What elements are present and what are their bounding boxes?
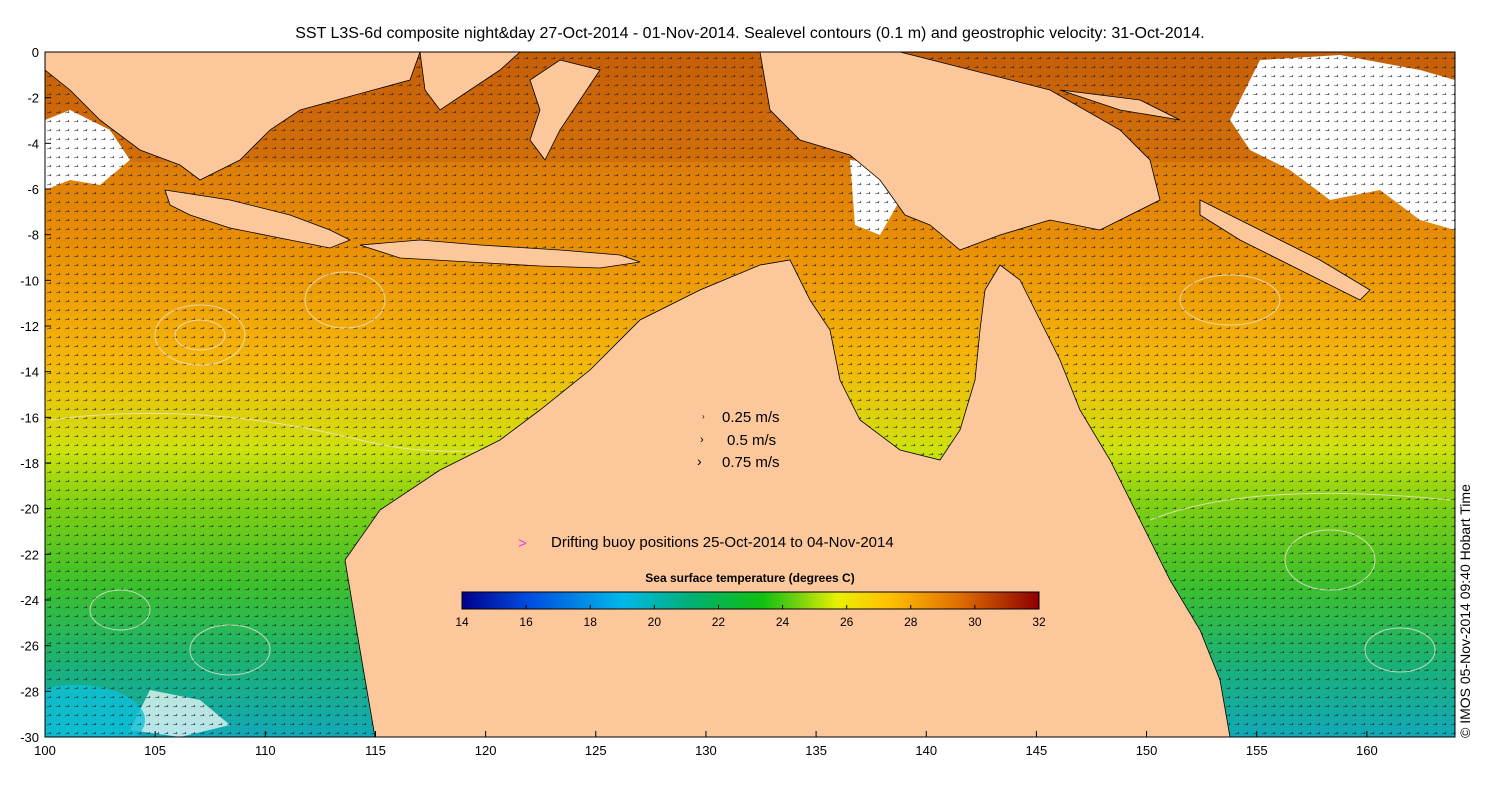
y-tick-label: -26 bbox=[20, 639, 39, 654]
y-tick-label: -22 bbox=[20, 547, 39, 562]
velocity-label-075: 0.75 m/s bbox=[722, 454, 780, 471]
plot-area bbox=[45, 52, 1455, 737]
figure-title: SST L3S-6d composite night&day 27-Oct-20… bbox=[295, 25, 1205, 42]
colorbar-tick-label: 32 bbox=[1032, 615, 1046, 629]
land-masses bbox=[45, 52, 1371, 737]
y-tick-label: -18 bbox=[20, 456, 39, 471]
x-tick-label: 135 bbox=[805, 743, 827, 758]
y-tick-label: -20 bbox=[20, 502, 39, 517]
y-tick-label: -16 bbox=[20, 410, 39, 425]
y-tick-label: -6 bbox=[27, 182, 39, 197]
y-tick-label: 0 bbox=[32, 45, 39, 60]
velocity-arrow-025: › bbox=[702, 412, 705, 421]
plot-frame bbox=[44, 51, 1456, 738]
x-axis: 100 105 110 115 120 125 130 135 140 145 150 155 160 bbox=[34, 731, 1378, 758]
colorbar-tick-label: 14 bbox=[455, 615, 469, 629]
x-tick-label: 150 bbox=[1136, 743, 1158, 758]
x-tick-label: 115 bbox=[365, 743, 386, 758]
x-tick-label: 145 bbox=[1026, 743, 1048, 758]
x-tick-label: 160 bbox=[1356, 743, 1378, 758]
colorbar-tick-label: 20 bbox=[648, 615, 662, 629]
y-tick-label: -30 bbox=[20, 730, 39, 745]
x-tick-label: 140 bbox=[915, 743, 937, 758]
colorbar-tick-label: 30 bbox=[968, 615, 982, 629]
colorbar-tick-label: 22 bbox=[712, 615, 726, 629]
y-tick-label: -10 bbox=[20, 273, 39, 288]
x-tick-label: 125 bbox=[585, 743, 607, 758]
y-axis: 0 -2 -4 -6 -8 -10 -12 -14 -16 -18 -20 -22 -24 -26 -28 -… bbox=[20, 45, 51, 745]
velocity-arrow-05: › bbox=[700, 434, 704, 446]
colorbar-title: Sea surface temperature (degrees C) bbox=[645, 571, 854, 585]
velocity-arrow-075: › bbox=[697, 453, 702, 469]
y-tick-label: -2 bbox=[27, 91, 39, 106]
land-borneo bbox=[419, 52, 521, 111]
land-lesser-sunda bbox=[359, 239, 641, 269]
buoy-legend-label: Drifting buoy positions 25-Oct-2014 to 0… bbox=[551, 534, 894, 551]
colorbar-tick-label: 28 bbox=[904, 615, 918, 629]
y-tick-label: -12 bbox=[20, 319, 39, 334]
x-tick-label: 130 bbox=[695, 743, 717, 758]
velocity-label-05: 0.5 m/s bbox=[727, 432, 776, 449]
x-tick-label: 105 bbox=[144, 743, 166, 758]
land-sulawesi bbox=[529, 59, 601, 161]
y-tick-label: -4 bbox=[27, 136, 39, 151]
colorbar-tick-label: 16 bbox=[519, 615, 533, 629]
y-tick-label: -14 bbox=[20, 365, 39, 380]
x-tick-label: 100 bbox=[34, 743, 56, 758]
velocity-legend: › 0.25 m/s › 0.5 m/s › 0.75 m/s bbox=[697, 409, 780, 471]
y-tick-label: -24 bbox=[20, 593, 39, 608]
land-sumatra-malaya bbox=[45, 52, 421, 181]
colorbar: Sea surface temperature (degrees C) 14 16… bbox=[455, 571, 1046, 629]
colorbar-gradient bbox=[461, 591, 1040, 610]
y-tick-label: -28 bbox=[20, 684, 39, 699]
colorbar-ticks: 14 16 18 20 22 24 26 28 30 32 bbox=[455, 605, 1046, 629]
buoy-marker-icon: > bbox=[518, 535, 527, 552]
colorbar-tick-label: 24 bbox=[776, 615, 790, 629]
land-east-arc bbox=[1199, 199, 1371, 301]
land-australia bbox=[344, 259, 1231, 737]
buoy-legend: > Drifting buoy positions 25-Oct-2014 to… bbox=[518, 534, 894, 552]
x-tick-label: 155 bbox=[1246, 743, 1268, 758]
velocity-label-025: 0.25 m/s bbox=[722, 409, 780, 426]
credit-text: © IMOS 05-Nov-2014 09:40 Hobart Time bbox=[1457, 484, 1473, 738]
x-tick-label: 120 bbox=[475, 743, 497, 758]
x-tick-label: 110 bbox=[255, 743, 276, 758]
colorbar-tick-label: 26 bbox=[840, 615, 854, 629]
land-java bbox=[164, 189, 351, 249]
colorbar-tick-label: 18 bbox=[584, 615, 598, 629]
land-northern-pngs bbox=[1059, 89, 1181, 121]
y-tick-label: -8 bbox=[27, 228, 39, 243]
land-new-guinea bbox=[759, 52, 1161, 251]
